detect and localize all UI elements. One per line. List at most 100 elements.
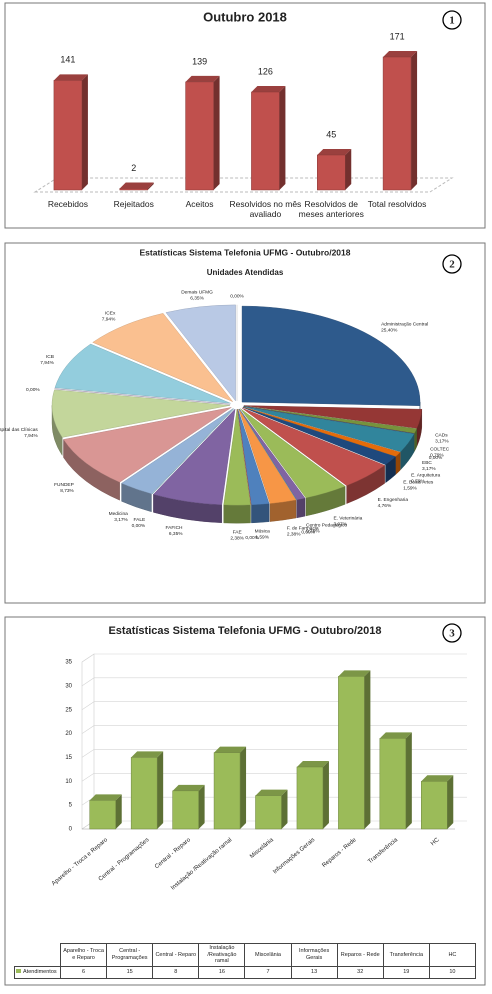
slice-label: 0,79% xyxy=(306,528,320,534)
x-tick-label: Aceitos xyxy=(185,199,214,209)
y-tick-label: 25 xyxy=(65,707,72,713)
bar-side xyxy=(447,775,454,829)
table-category: Central - Reparo xyxy=(152,943,200,967)
value-label: 141 xyxy=(60,55,75,65)
slice xyxy=(243,406,401,457)
table-value: 16 xyxy=(198,965,246,979)
bar-top xyxy=(379,732,412,739)
slice-name: F. de Farmácia xyxy=(287,526,319,532)
badge-circle xyxy=(442,10,462,30)
bar-top xyxy=(172,784,205,791)
bar-top xyxy=(296,760,329,767)
bar-side xyxy=(213,75,220,190)
bar xyxy=(379,738,407,830)
slice-name: FALE xyxy=(133,517,145,523)
bar-top xyxy=(255,789,288,796)
slice xyxy=(237,409,270,506)
slice-name: ICEx xyxy=(105,310,116,316)
slice xyxy=(243,405,423,429)
bar-side xyxy=(81,74,88,190)
value-label: 126 xyxy=(258,66,273,76)
bar-top xyxy=(338,670,371,677)
slice-label: 6,35% xyxy=(169,531,183,537)
slice xyxy=(242,407,396,465)
bar xyxy=(119,188,148,191)
chart-subtitle: Unidades Atendidas xyxy=(207,268,284,277)
bar xyxy=(317,154,346,191)
slice-side xyxy=(251,503,270,524)
bar-side xyxy=(157,751,164,829)
slice-label: 6,35% xyxy=(190,296,204,302)
slice-label: 25,40% xyxy=(381,328,398,334)
x-tick-label: Rejeitados xyxy=(113,199,154,209)
table-row: Atendimentos 6 15 8 16 7 13 32 19 10 xyxy=(14,965,477,979)
y-tick-label: 0 xyxy=(69,827,73,833)
bar xyxy=(53,80,83,191)
table-value: 15 xyxy=(106,965,154,979)
slice-label: 0,00% xyxy=(230,293,244,299)
slice-label: 0,79% xyxy=(430,452,444,458)
grid-line xyxy=(81,653,467,663)
slice-label: 3,17% xyxy=(114,517,128,523)
table-category: Transferência xyxy=(382,943,430,967)
floor xyxy=(33,177,454,193)
badge: 2 xyxy=(449,259,455,271)
bar-top xyxy=(214,746,247,753)
bar-side xyxy=(405,732,412,829)
table-value: 8 xyxy=(152,965,200,979)
slice-side xyxy=(223,504,251,524)
y-tick-label: 5 xyxy=(69,803,73,809)
slice-label: 4,76% xyxy=(378,503,392,509)
table-category: Aparelho - Troca e Reparo xyxy=(59,943,108,967)
chart-title: Estatísticas Sistema Telefonia UFMG - Ou… xyxy=(140,247,351,257)
slice xyxy=(63,407,232,483)
bar xyxy=(185,81,214,191)
table-value: 10 xyxy=(428,965,477,979)
bar-top xyxy=(383,51,418,57)
bar xyxy=(421,781,448,830)
slice-label: 7,94% xyxy=(102,316,116,322)
slice-name: FAE xyxy=(233,529,242,535)
slice-label: 0,00% xyxy=(132,523,146,529)
slice-name: Medicina xyxy=(109,511,129,517)
slice-label: 0,79% xyxy=(411,478,425,484)
slice-label: 3,17% xyxy=(422,466,436,472)
slice-label: 1,59% xyxy=(403,486,417,492)
slice xyxy=(241,407,386,486)
slice-label: 7,94% xyxy=(24,433,38,439)
table-header: Aparelho - Troca e Reparo Central - Progr… xyxy=(14,943,477,967)
slice xyxy=(121,408,234,495)
slice-label: 1,59% xyxy=(255,534,269,540)
bar xyxy=(172,790,199,830)
bar xyxy=(89,800,116,830)
slice-name: COLTEC xyxy=(430,446,450,452)
slice-name: E. Arquitetura xyxy=(411,472,440,478)
badge: 1 xyxy=(449,15,455,27)
legend-marker xyxy=(16,968,21,973)
value-label: 45 xyxy=(326,129,336,139)
slice-name: Demais UFMG xyxy=(181,290,213,296)
slice-label: 3,17% xyxy=(435,439,449,445)
bar xyxy=(213,752,241,830)
slice-label: 0,00% xyxy=(26,387,40,393)
bar-side xyxy=(198,784,205,829)
bar-side xyxy=(322,760,329,829)
slice-label: 0,00% xyxy=(301,529,315,535)
table-category: Reparos - Rede xyxy=(336,943,384,967)
slice xyxy=(51,389,231,438)
bar-side xyxy=(364,670,371,829)
table-value: 7 xyxy=(244,965,292,979)
slice-name: EBC xyxy=(422,460,432,466)
slice xyxy=(238,408,297,504)
x-tick-label: Resolvidos no mês avaliado xyxy=(229,199,302,219)
legend-label: Atendimentos xyxy=(23,968,57,975)
slice-label: 2,38% xyxy=(287,532,301,538)
x-tick-label: Resolvidos de meses anteriores xyxy=(298,199,364,219)
bar-top xyxy=(185,75,220,82)
y-tick-label: 10 xyxy=(65,779,72,785)
slice xyxy=(92,313,233,402)
slice-name: FAFICH xyxy=(165,525,183,531)
slice-name: Administração Central xyxy=(381,322,428,328)
slice-label: 0,00% xyxy=(429,455,443,461)
